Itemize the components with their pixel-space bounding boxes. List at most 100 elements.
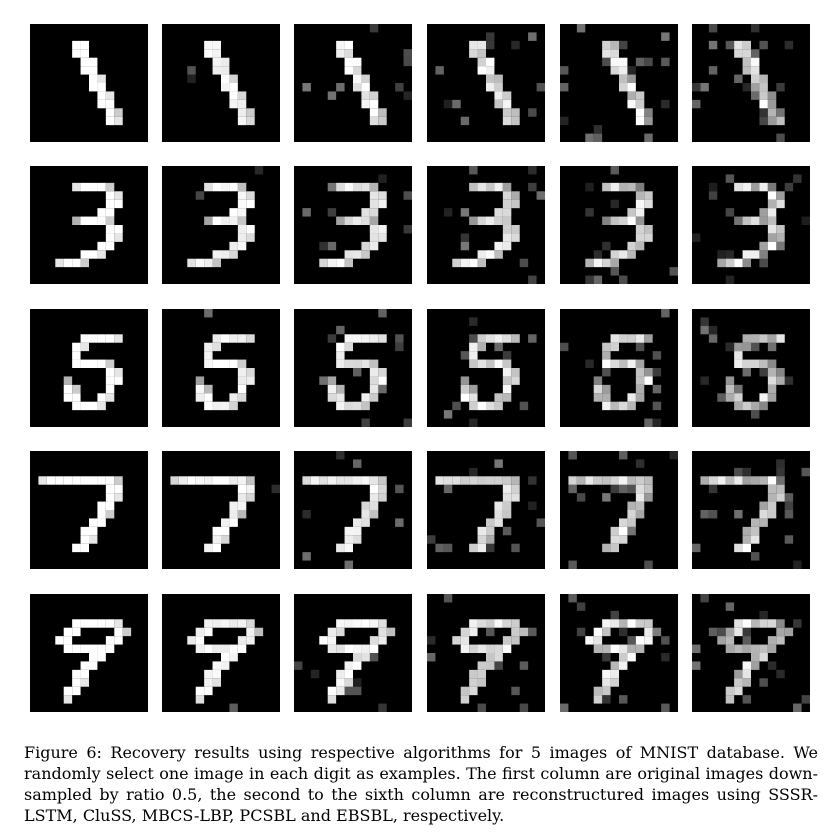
noise-pixel [336,451,345,460]
noise-pixel [519,401,529,411]
digit-pixel [619,250,628,259]
noise-pixel [271,484,280,494]
digit-pixel [72,182,81,192]
digit-pixel [742,476,751,485]
digit-pixel [97,182,106,192]
noise-pixel [767,661,777,670]
digit-pixel [635,493,645,502]
noise-pixel [692,233,701,242]
digit-pixel [469,686,478,696]
noise-pixel [619,40,628,50]
noise-pixel [742,467,751,477]
noise-pixel [725,174,735,183]
digit-pixel [460,627,470,637]
digit-pixel [759,334,768,343]
digit-pixel [361,208,370,217]
digit-pixel [717,476,726,485]
digit-pixel [114,191,123,200]
digit-pixel [378,199,387,209]
digit-pixel [89,644,98,653]
digit-pixel [97,91,106,100]
digit-pixel [610,543,619,553]
digit-pixel [610,535,619,544]
digit-pixel [212,250,221,259]
digit-pixel [627,216,636,225]
digit-pixel [246,233,255,242]
noise-pixel [568,484,577,494]
digit-pixel [776,191,785,200]
digit-pixel [751,334,760,343]
digit-pixel [89,661,98,670]
digit-pixel [63,644,73,653]
noise-pixel [528,501,537,510]
digit-pixel [725,384,735,394]
digit-pixel [767,182,777,192]
digit-pixel [486,518,495,527]
digit-pixel [767,225,777,234]
digit-pixel [602,619,611,628]
digit-pixel [237,484,247,494]
digit-pixel [767,208,777,217]
digit-pixel [635,225,645,234]
digit-pixel [246,116,255,126]
digit-pixel [97,401,106,411]
digit-pixel [502,216,512,225]
digit-pixel [742,258,751,268]
digit-pixel [369,182,379,192]
digit-pixel [369,476,379,485]
digit-pixel [751,661,760,670]
digit-pixel [105,368,115,377]
digit-pixel [369,108,379,117]
digit-pixel [114,636,123,645]
noise-pixel [469,418,478,427]
digit-pixel [89,74,98,83]
digit-pixel [767,334,777,343]
digit-5-pcsbl-image [560,309,678,427]
digit-pixel [751,359,760,368]
noise-pixel [708,484,718,494]
digit-pixel [97,241,106,251]
noise-pixel [619,451,628,460]
digit-pixel [336,393,345,402]
digit-pixel [477,182,486,192]
noise-pixel [734,74,743,83]
digit-pixel [97,359,106,368]
noise-pixel [528,182,537,192]
digit-pixel [619,661,628,670]
noise-pixel [652,418,662,427]
digit-pixel [114,376,123,385]
digit-pixel [378,376,387,385]
digit-pixel [767,493,777,502]
noise-pixel [403,191,412,200]
digit-pixel [627,250,636,259]
noise-pixel [528,476,537,485]
noise-pixel [327,182,337,192]
digit-3-mbcs-lbp-pixels [443,166,545,284]
noise-pixel [443,594,453,603]
digit-pixel [751,250,760,259]
digit-pixel [344,678,353,687]
digit-pixel [585,258,594,268]
digit-pixel [378,476,387,485]
digit-pixel [486,57,495,67]
digit-pixel [494,510,503,519]
digit-pixel [619,83,628,92]
digit-pixel [469,351,478,360]
digit-pixel [212,661,221,670]
digit-pixel [767,116,777,126]
digit-pixel [502,501,512,510]
digit-pixel [246,619,255,628]
noise-pixel [725,208,735,217]
noise-pixel [652,401,662,411]
digit-3-ebsbl-image [692,166,810,284]
noise-pixel [644,133,653,142]
digit-pixel [759,216,768,225]
digit-pixel [585,636,594,645]
digit-1-sssr-lstm-image [162,24,280,142]
digit-pixel [204,627,213,637]
noise-pixel [717,393,726,402]
noise-pixel [319,241,328,251]
digit-pixel [751,526,760,536]
digit-pixel [635,208,645,217]
noise-pixel [403,225,412,234]
